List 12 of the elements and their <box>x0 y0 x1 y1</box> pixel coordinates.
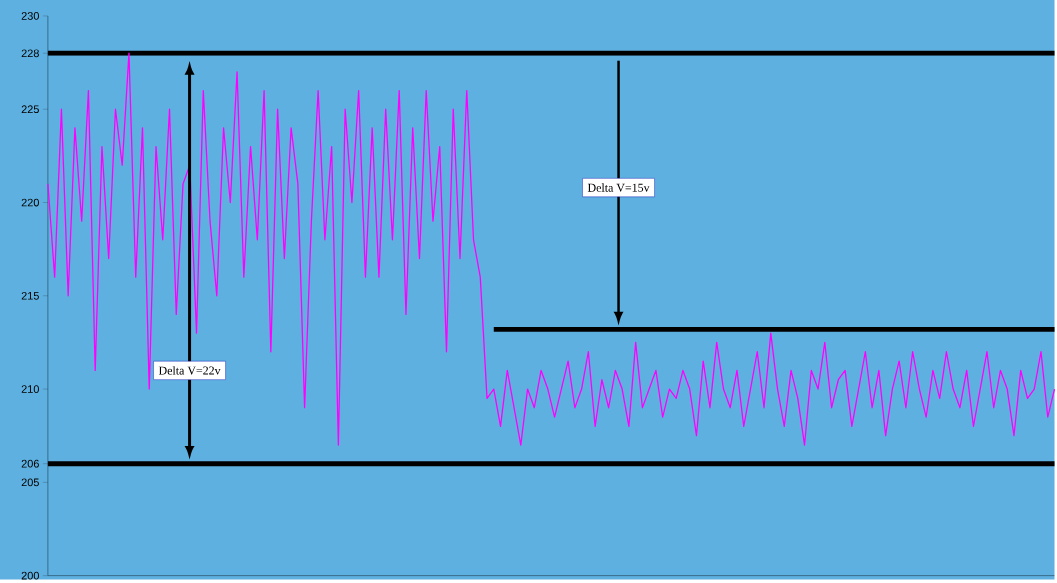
y-tick-label: 206 <box>21 459 39 468</box>
y-tick-label: 205 <box>21 478 39 487</box>
line-series <box>47 52 1056 446</box>
y-tick-label: 225 <box>21 105 39 114</box>
y-tick-label: 220 <box>21 198 39 207</box>
y-tick-label: 200 <box>21 571 39 580</box>
annotation: Delta V=22v <box>158 366 221 375</box>
y-tick-label: 210 <box>21 385 39 394</box>
y-tick-label: 228 <box>21 49 39 58</box>
y-tick-label: 230 <box>21 12 39 20</box>
annotation: Delta V=15v <box>587 183 650 192</box>
y-tick-label: 215 <box>21 292 39 300</box>
